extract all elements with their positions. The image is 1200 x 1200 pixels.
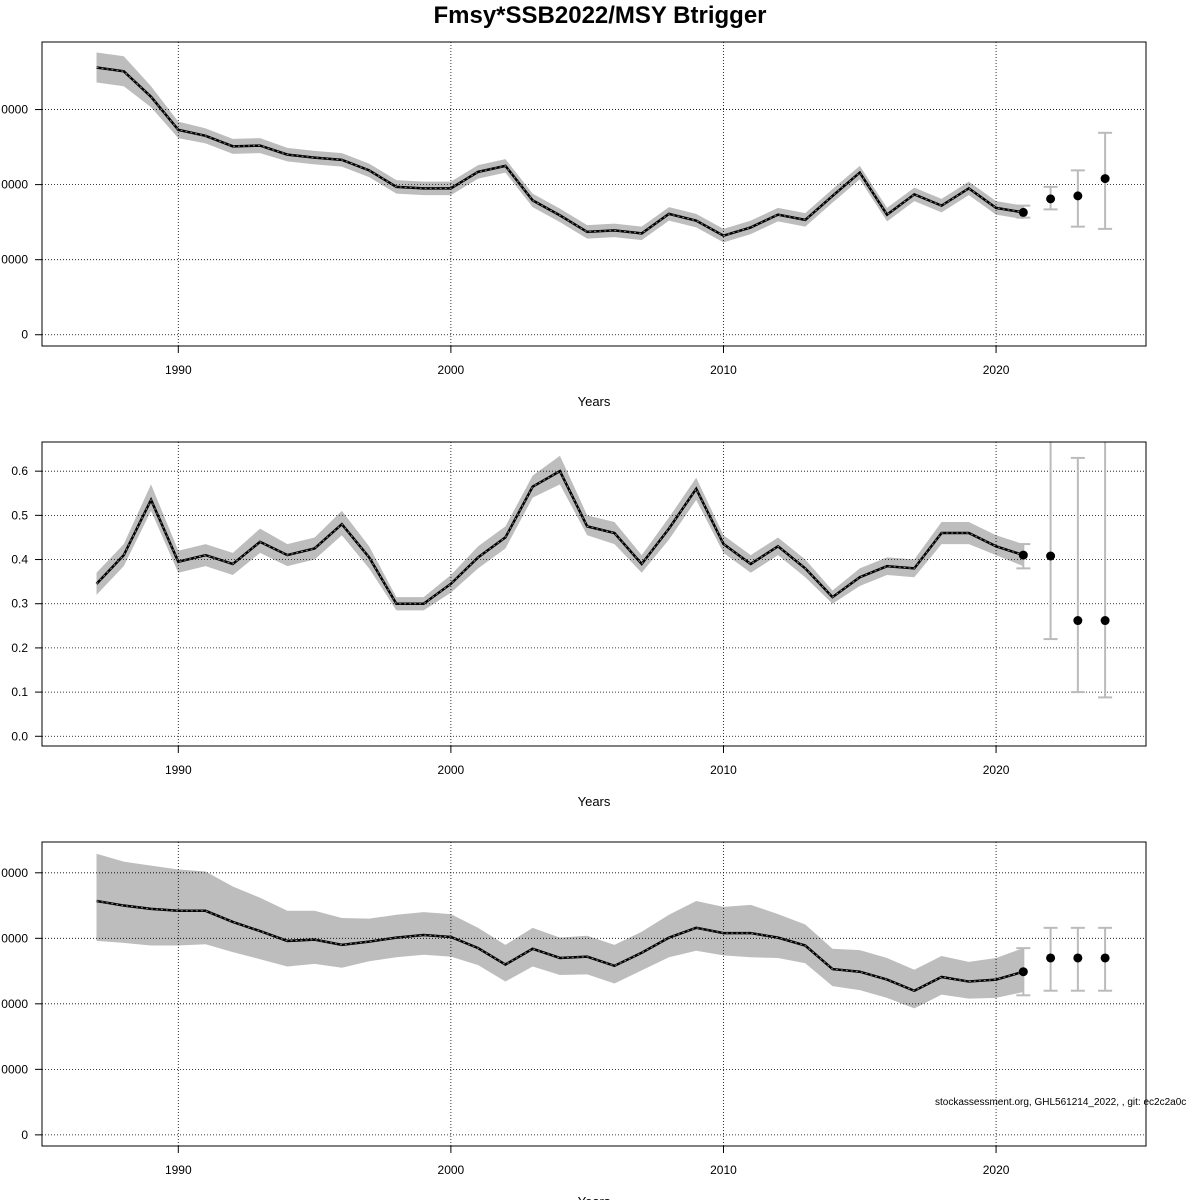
y-tick-label: 0: [21, 1128, 28, 1142]
x-axis-label: Years: [578, 1194, 611, 1200]
estimate-line-dots: [96, 67, 1024, 237]
x-tick-label: 2020: [983, 363, 1010, 377]
forecast-point: [1018, 207, 1028, 217]
panel-2: 1990 2000 2010 2020 0.0 0.1 0.2 0.3 0.4 0.5 0.6 Yea…: [11, 441, 1147, 809]
forecast-point: [1100, 953, 1110, 963]
x-tick-label: 1990: [165, 363, 192, 377]
confidence-band: [96, 853, 1024, 1009]
x-tick-label: 2020: [983, 1163, 1010, 1177]
forecast-point: [1018, 550, 1028, 560]
y-tick-label: 0.4: [11, 553, 28, 567]
x-tick-label: 1990: [165, 763, 192, 777]
y-tick-label: 0.1: [11, 685, 28, 699]
chart-title: Fmsy*SSB2022/MSY Btrigger: [433, 2, 767, 29]
x-tick-label: 2010: [710, 763, 737, 777]
x-tick-label: 1990: [165, 1163, 192, 1177]
y-tick-label: 0.6: [11, 464, 28, 478]
y-tick-label: 0000: [1, 253, 28, 267]
confidence-band: [96, 455, 1024, 611]
forecast-point: [1018, 967, 1028, 977]
plot-frame: [41, 841, 1147, 1147]
panel-3: 199020002010202000000000000000000Years: [1, 841, 1147, 1200]
forecast-point: [1046, 953, 1056, 963]
forecast-point: [1073, 191, 1083, 201]
y-tick-label: 0000: [1, 178, 28, 192]
estimate-line: [95, 469, 1024, 605]
y-tick-label: 0.5: [11, 508, 28, 522]
forecast-point: [1073, 953, 1083, 963]
y-tick-label: 0000: [1, 931, 28, 945]
x-tick-label: 2000: [438, 363, 465, 377]
forecast-point: [1046, 551, 1056, 561]
y-tick-label: 0000: [1, 1062, 28, 1076]
y-tick-label: 0: [21, 328, 28, 342]
forecast-point: [1100, 174, 1110, 184]
y-tick-label: 0.3: [11, 597, 28, 611]
x-axis-label: Years: [578, 394, 611, 409]
footnote: stockassessment.org, GHL561214_2022, , g…: [935, 1097, 1187, 1108]
x-tick-label: 2010: [710, 363, 737, 377]
x-tick-label: 2020: [983, 763, 1010, 777]
y-tick-label: 0.0: [11, 729, 28, 743]
y-tick-label: 0.2: [11, 641, 28, 655]
x-tick-label: 2000: [438, 763, 465, 777]
y-tick-label: 0000: [1, 103, 28, 117]
estimate-line-dots: [96, 470, 1024, 605]
x-tick-label: 2000: [438, 1163, 465, 1177]
y-tick-label: 0000: [1, 866, 28, 880]
y-tick-label: 0000: [1, 997, 28, 1011]
confidence-band: [96, 52, 1024, 243]
x-tick-label: 2010: [710, 1163, 737, 1177]
forecast-point: [1100, 616, 1110, 626]
forecast-point: [1046, 194, 1056, 204]
forecast-point: [1073, 616, 1083, 626]
x-axis-label: Years: [578, 794, 611, 809]
plot-frame: [41, 41, 1147, 347]
plot-frame: [41, 441, 1147, 747]
estimate-line: [96, 899, 1024, 993]
